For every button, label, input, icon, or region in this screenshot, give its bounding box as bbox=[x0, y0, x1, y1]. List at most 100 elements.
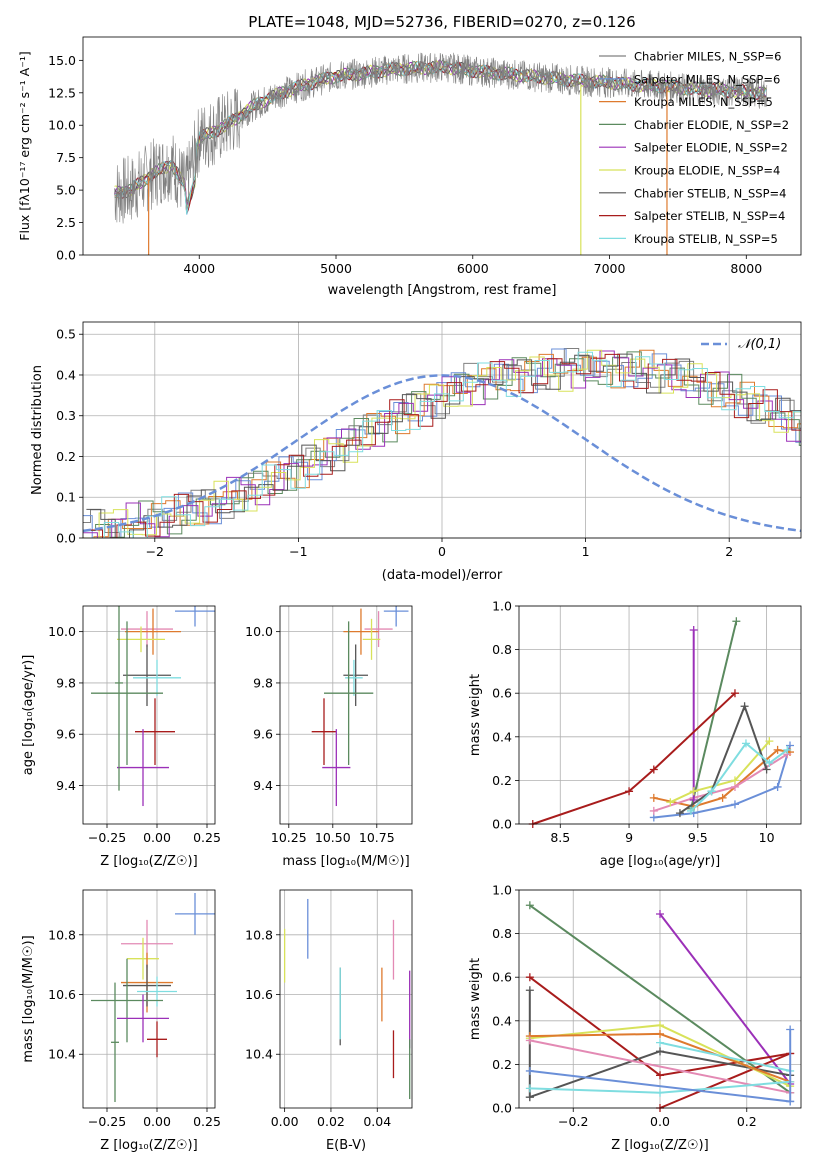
data-point-marker bbox=[730, 800, 739, 809]
x-tick-label: 9.5 bbox=[688, 830, 708, 845]
x-axis-label: Z [log₁₀(Z/Z☉)] bbox=[100, 854, 197, 869]
y-tick-label: 0.2 bbox=[492, 1057, 512, 1072]
y-tick-label: 0.4 bbox=[492, 729, 512, 744]
y-axis-label: mass weight bbox=[468, 674, 483, 756]
y-axis-label: Normed distribution bbox=[30, 365, 45, 495]
x-tick-label: 0.00 bbox=[143, 1114, 171, 1129]
histogram-yellow bbox=[84, 349, 801, 538]
y-tick-label: 10.4 bbox=[245, 1047, 273, 1062]
data-point-marker bbox=[649, 793, 658, 802]
line-plot bbox=[525, 901, 795, 1112]
legend: Chabrier MILES, N_SSP=6 Salpeter MILES, N… bbox=[599, 50, 789, 246]
y-axis-label: mass [log₁₀(M/M☉)] bbox=[21, 935, 36, 1062]
line-plot bbox=[528, 617, 794, 828]
data-point-marker bbox=[707, 787, 716, 796]
data-point-marker bbox=[786, 1097, 795, 1106]
data-point-marker bbox=[686, 806, 695, 815]
model-line-cyan bbox=[114, 60, 767, 215]
data-point-marker bbox=[525, 1036, 534, 1045]
x-axis-label: age [log₁₀(age/yr)] bbox=[600, 854, 721, 869]
data-point-marker bbox=[765, 758, 774, 767]
data-point-marker bbox=[765, 737, 774, 746]
y-tick-label: 1.0 bbox=[492, 599, 512, 614]
y-tick-label: 1.0 bbox=[492, 883, 512, 898]
y-tick-label: 0.0 bbox=[492, 817, 512, 832]
y-tick-label: 0.0 bbox=[492, 1101, 512, 1116]
x-tick-label: 10.50 bbox=[315, 830, 351, 845]
x-tick-label: 5000 bbox=[320, 261, 352, 276]
axes-frame bbox=[518, 889, 802, 1109]
data-point-marker bbox=[762, 765, 771, 774]
data-point-marker bbox=[656, 1047, 664, 1056]
y-tick-label: 0.5 bbox=[56, 327, 76, 342]
x-tick-label: 0.00 bbox=[143, 830, 171, 845]
data-point-marker bbox=[666, 798, 675, 807]
data-point-marker bbox=[656, 909, 664, 918]
series-line-red bbox=[659, 1052, 791, 1109]
series-line-dark bbox=[679, 703, 768, 814]
y-tick-label: 0.0 bbox=[56, 531, 76, 546]
histogram-cyan bbox=[89, 351, 801, 538]
x-tick-label: 0.00 bbox=[271, 1114, 299, 1129]
legend-label: 𝒩(0,1) bbox=[738, 337, 781, 352]
legend-label: Salpeter STELIB, N_SSP=4 bbox=[634, 209, 785, 223]
y-tick-label: 9.4 bbox=[253, 778, 273, 793]
chart-mass-vs-Z: −0.25 0.00 0.25 10.4 10.6 10.8 Z [log₁₀(Z/Z☉)]… bbox=[21, 889, 221, 1153]
y-tick-label: 12.5 bbox=[48, 85, 76, 100]
y-axis-label: age [log₁₀(age/yr)] bbox=[21, 655, 36, 776]
axes-frame bbox=[518, 605, 802, 825]
y-tick-label: 15.0 bbox=[48, 53, 76, 68]
x-tick-label: 0.2 bbox=[737, 1114, 757, 1129]
x-tick-label: 6000 bbox=[457, 261, 489, 276]
chart-spectrum: 4000 5000 6000 7000 8000 0.0 2.5 5.0 7.5 10.0 12.5… bbox=[17, 13, 802, 298]
data-point-marker bbox=[525, 986, 534, 995]
normal-reference-curve bbox=[83, 374, 801, 533]
errorbar-plot bbox=[91, 892, 215, 1103]
data-point-marker bbox=[656, 1021, 664, 1030]
data-point-marker bbox=[656, 1088, 664, 1097]
x-tick-label: 9 bbox=[625, 830, 633, 845]
histogram-plot bbox=[83, 348, 801, 538]
data-spectrum bbox=[114, 52, 768, 224]
y-tick-label: 5.0 bbox=[56, 183, 76, 198]
y-tick-label: 0.4 bbox=[492, 1013, 512, 1028]
y-tick-label: 0.8 bbox=[492, 926, 512, 941]
chart-residuals: −2 −1 0 1 2 0.0 0.1 0.2 0.3 0.4 0.5 (data-model)/er… bbox=[30, 321, 802, 583]
data-point-marker bbox=[689, 625, 698, 634]
y-tick-label: 7.5 bbox=[56, 150, 76, 165]
data-point-marker bbox=[525, 1093, 534, 1102]
model-line-green bbox=[114, 59, 767, 205]
x-tick-label: 0.04 bbox=[363, 1114, 391, 1129]
series-line-purple bbox=[659, 913, 791, 1085]
x-tick-label: 8000 bbox=[730, 261, 762, 276]
y-tick-label: 9.8 bbox=[56, 675, 76, 690]
y-tick-label: 0.1 bbox=[56, 490, 76, 505]
axes-frame bbox=[82, 605, 216, 825]
legend-label: Kroupa STELIB, N_SSP=5 bbox=[634, 232, 778, 246]
y-tick-label: 0.6 bbox=[492, 970, 512, 985]
y-tick-label: 0.4 bbox=[56, 367, 76, 382]
legend-label: Kroupa MILES, N_SSP=5 bbox=[634, 95, 773, 109]
data-point-marker bbox=[786, 1025, 795, 1034]
legend-label: Chabrier ELODIE, N_SSP=2 bbox=[634, 118, 789, 132]
series-line-red bbox=[532, 692, 736, 825]
data-point-marker bbox=[718, 793, 727, 802]
histogram-blue bbox=[83, 348, 801, 538]
x-tick-label: 10 bbox=[759, 830, 775, 845]
histogram-orange bbox=[83, 349, 801, 538]
axes-frame bbox=[279, 889, 413, 1109]
x-tick-label: −0.2 bbox=[558, 1114, 588, 1129]
histogram-red bbox=[88, 353, 801, 538]
y-tick-label: 2.5 bbox=[56, 215, 76, 230]
x-tick-label: 0 bbox=[438, 544, 446, 559]
y-tick-label: 10.4 bbox=[48, 1047, 76, 1062]
y-tick-label: 0.3 bbox=[56, 408, 76, 423]
series-line-cyan bbox=[659, 1041, 791, 1072]
axes-frame bbox=[82, 321, 802, 539]
y-tick-label: 10.8 bbox=[48, 927, 76, 942]
chart-mass-vs-EBV: 0.00 0.02 0.04 10.4 10.6 10.8 E(B-V) bbox=[245, 889, 413, 1153]
x-tick-label: 7000 bbox=[594, 261, 626, 276]
data-point-marker bbox=[649, 806, 658, 815]
x-tick-label: 0.25 bbox=[193, 1114, 221, 1129]
